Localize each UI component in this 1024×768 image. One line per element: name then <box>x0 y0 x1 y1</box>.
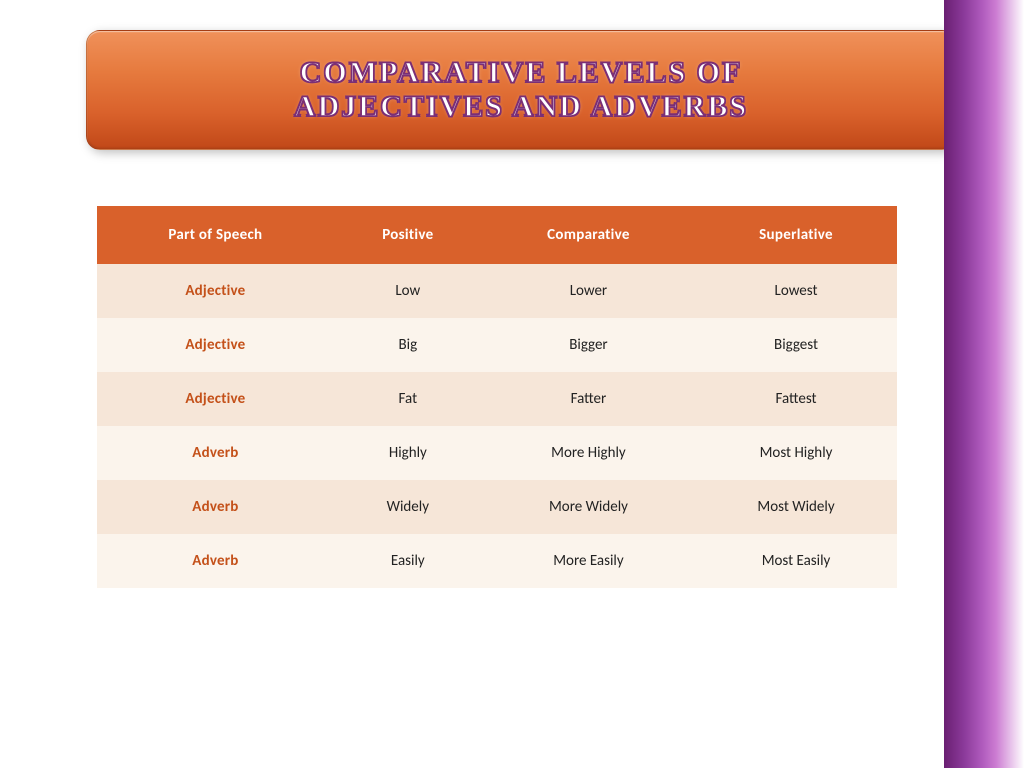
cell-comparative: More Highly <box>482 426 695 480</box>
title-line-1: Comparative levels of <box>300 56 743 90</box>
table-row: Adverb Highly More Highly Most Highly <box>97 426 897 480</box>
table-row: Adjective Big Bigger Biggest <box>97 318 897 372</box>
slide: Comparative levels of adjectives and adv… <box>0 0 1024 768</box>
cell-comparative: Bigger <box>482 318 695 372</box>
cell-comparative: Fatter <box>482 372 695 426</box>
cell-label: Adverb <box>97 534 334 588</box>
cell-positive: Big <box>334 318 482 372</box>
cell-positive: Low <box>334 264 482 318</box>
decorative-sidebar <box>944 0 1024 768</box>
col-comparative: Comparative <box>482 206 695 264</box>
cell-positive: Highly <box>334 426 482 480</box>
cell-superlative: Lowest <box>695 264 897 318</box>
col-superlative: Superlative <box>695 206 897 264</box>
cell-positive: Fat <box>334 372 482 426</box>
col-part-of-speech: Part of Speech <box>97 206 334 264</box>
table-row: Adjective Fat Fatter Fattest <box>97 372 897 426</box>
cell-superlative: Most Easily <box>695 534 897 588</box>
col-positive: Positive <box>334 206 482 264</box>
cell-comparative: Lower <box>482 264 695 318</box>
title-banner: Comparative levels of adjectives and adv… <box>86 30 956 150</box>
table-row: Adverb Widely More Widely Most Widely <box>97 480 897 534</box>
cell-superlative: Biggest <box>695 318 897 372</box>
table-row: Adjective Low Lower Lowest <box>97 264 897 318</box>
cell-comparative: More Easily <box>482 534 695 588</box>
cell-label: Adverb <box>97 480 334 534</box>
cell-label: Adjective <box>97 264 334 318</box>
cell-label: Adjective <box>97 372 334 426</box>
cell-positive: Easily <box>334 534 482 588</box>
comparison-table: Part of Speech Positive Comparative Supe… <box>97 206 897 588</box>
cell-label: Adjective <box>97 318 334 372</box>
table-header-row: Part of Speech Positive Comparative Supe… <box>97 206 897 264</box>
cell-superlative: Most Widely <box>695 480 897 534</box>
cell-label: Adverb <box>97 426 334 480</box>
title-line-2: adjectives and adverbs <box>294 90 748 124</box>
cell-positive: Widely <box>334 480 482 534</box>
table-row: Adverb Easily More Easily Most Easily <box>97 534 897 588</box>
cell-superlative: Most Highly <box>695 426 897 480</box>
cell-comparative: More Widely <box>482 480 695 534</box>
cell-superlative: Fattest <box>695 372 897 426</box>
